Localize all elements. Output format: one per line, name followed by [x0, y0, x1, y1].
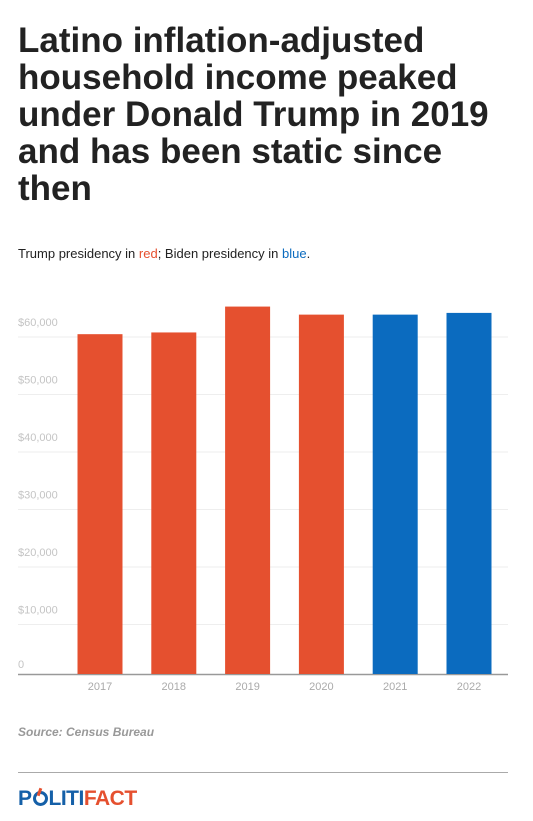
y-tick-label: $50,000 [18, 375, 58, 387]
bar-2018 [151, 332, 197, 674]
bar-chart: 0 $10,000 $20,000 $30,000 $40,000 $50,000 $60,… [18, 306, 508, 693]
y-tick-label: 0 [18, 659, 24, 671]
axis-labels: 0 $10,000 $20,000 $30,000 $40,000 $50,000 $60,… [18, 317, 481, 693]
bar-2019 [225, 306, 271, 674]
y-tick-label: $30,000 [18, 490, 58, 502]
x-tick-label: 2020 [309, 681, 333, 693]
x-tick-label: 2021 [383, 681, 407, 693]
logo-part-3: FACT [83, 787, 137, 810]
politifact-logo: P LITIFACT [18, 786, 137, 812]
x-tick-label: 2018 [162, 681, 186, 693]
bars [77, 306, 492, 674]
x-tick-label: 2022 [457, 681, 481, 693]
subtitle-text-1: Trump presidency in [18, 246, 139, 261]
subtitle-blue-word: blue [282, 246, 307, 261]
logo-o-icon [32, 787, 48, 806]
bar-2020 [298, 314, 344, 674]
subtitle-red-word: red [138, 246, 158, 261]
y-tick-label: $40,000 [18, 432, 58, 444]
bar-2017 [77, 334, 123, 674]
source-note: Source: Census Bureau [18, 725, 155, 739]
y-tick-label: $10,000 [18, 605, 58, 617]
x-tick-label: 2017 [88, 681, 112, 693]
chart-subtitle: Trump presidency in red; Biden presidenc… [18, 246, 310, 261]
y-tick-label: $20,000 [18, 547, 58, 559]
bar-2021 [372, 314, 418, 674]
logo-part-2: LITI [48, 787, 85, 810]
x-tick-label: 2019 [235, 681, 259, 693]
subtitle-text-2: ; Biden presidency in [157, 246, 282, 261]
y-tick-label: $60,000 [18, 317, 58, 329]
subtitle-text-3: . [306, 246, 311, 261]
footer-divider [18, 772, 508, 773]
chart-title: Latino inflation-adjusted household inco… [18, 21, 489, 208]
bar-2022 [446, 312, 492, 674]
logo-part-1: P [18, 787, 32, 810]
